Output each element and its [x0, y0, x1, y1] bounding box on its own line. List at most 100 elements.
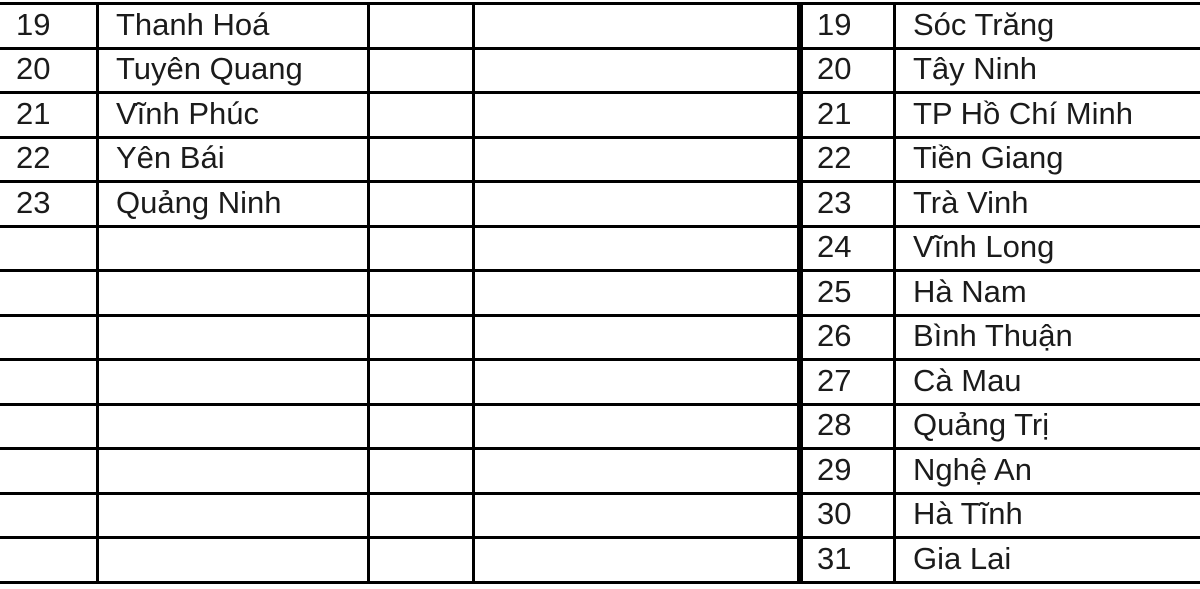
empty-cell	[367, 491, 475, 539]
table-row: 29 Nghệ An	[797, 447, 1200, 495]
row-number-cell: 22	[0, 135, 99, 183]
empty-cell	[472, 313, 803, 361]
empty-cell	[367, 180, 475, 228]
empty-cell	[472, 269, 803, 317]
province-name-cell: Nghệ An	[893, 447, 1200, 495]
province-name-cell: Bình Thuận	[893, 313, 1200, 361]
empty-cell	[367, 536, 475, 584]
row-number-cell: 20	[0, 46, 99, 94]
row-number-cell	[0, 402, 99, 450]
row-number-cell: 26	[797, 313, 896, 361]
table-row: 27 Cà Mau	[797, 358, 1200, 406]
province-name-cell	[96, 269, 370, 317]
table-row	[0, 358, 803, 406]
row-number-cell: 20	[797, 46, 896, 94]
province-name-cell: Vĩnh Phúc	[96, 91, 370, 139]
empty-cell	[367, 358, 475, 406]
empty-cell	[367, 2, 475, 50]
province-name-cell	[96, 447, 370, 495]
row-number-cell: 19	[797, 2, 896, 50]
row-number-cell: 29	[797, 447, 896, 495]
row-number-cell: 22	[797, 135, 896, 183]
province-name-cell: Trà Vinh	[893, 180, 1200, 228]
table-row: 19 Sóc Trăng	[797, 2, 1200, 50]
table-row: 21 Vĩnh Phúc	[0, 91, 803, 139]
table-row	[0, 313, 803, 361]
table-row: 23 Quảng Ninh	[0, 180, 803, 228]
empty-cell	[367, 402, 475, 450]
table-row	[0, 536, 803, 584]
empty-cell	[472, 135, 803, 183]
table-row: 31 Gia Lai	[797, 536, 1200, 584]
province-name-cell	[96, 491, 370, 539]
table-row: 30 Hà Tĩnh	[797, 491, 1200, 539]
row-number-cell	[0, 447, 99, 495]
table-row	[0, 491, 803, 539]
left-province-table: 19 Thanh Hoá 20 Tuyên Quang 21 Vĩnh Phúc…	[0, 2, 803, 584]
province-name-cell: Sóc Trăng	[893, 2, 1200, 50]
table-row: 22 Tiền Giang	[797, 135, 1200, 183]
row-number-cell	[0, 224, 99, 272]
empty-cell	[472, 358, 803, 406]
province-name-cell	[96, 313, 370, 361]
province-name-cell: Tiền Giang	[893, 135, 1200, 183]
row-number-cell	[0, 313, 99, 361]
province-name-cell	[96, 536, 370, 584]
table-row: 21 TP Hồ Chí Minh	[797, 91, 1200, 139]
province-name-cell	[96, 358, 370, 406]
row-number-cell: 21	[0, 91, 99, 139]
empty-cell	[367, 313, 475, 361]
province-name-cell: Tây Ninh	[893, 46, 1200, 94]
empty-cell	[472, 536, 803, 584]
empty-cell	[472, 91, 803, 139]
row-number-cell	[0, 358, 99, 406]
row-number-cell: 23	[797, 180, 896, 228]
empty-cell	[472, 447, 803, 495]
province-name-cell: Tuyên Quang	[96, 46, 370, 94]
empty-cell	[367, 91, 475, 139]
province-name-cell: TP Hồ Chí Minh	[893, 91, 1200, 139]
empty-cell	[472, 224, 803, 272]
empty-cell	[367, 46, 475, 94]
empty-cell	[472, 491, 803, 539]
row-number-cell: 30	[797, 491, 896, 539]
table-row: 20 Tuyên Quang	[0, 46, 803, 94]
table-row	[0, 402, 803, 450]
empty-cell	[367, 447, 475, 495]
province-name-cell	[96, 402, 370, 450]
row-number-cell	[0, 269, 99, 317]
province-name-cell: Cà Mau	[893, 358, 1200, 406]
row-number-cell: 21	[797, 91, 896, 139]
province-name-cell: Quảng Ninh	[96, 180, 370, 228]
table-row: 23 Trà Vinh	[797, 180, 1200, 228]
row-number-cell: 27	[797, 358, 896, 406]
table-row: 28 Quảng Trị	[797, 402, 1200, 450]
row-number-cell: 31	[797, 536, 896, 584]
row-number-cell	[0, 491, 99, 539]
province-name-cell: Hà Tĩnh	[893, 491, 1200, 539]
empty-cell	[367, 224, 475, 272]
table-row: 26 Bình Thuận	[797, 313, 1200, 361]
row-number-cell: 23	[0, 180, 99, 228]
province-name-cell: Quảng Trị	[893, 402, 1200, 450]
row-number-cell	[0, 536, 99, 584]
empty-cell	[367, 135, 475, 183]
empty-cell	[472, 2, 803, 50]
empty-cell	[472, 46, 803, 94]
table-row: 20 Tây Ninh	[797, 46, 1200, 94]
table-row	[0, 447, 803, 495]
province-name-cell: Gia Lai	[893, 536, 1200, 584]
province-name-cell: Yên Bái	[96, 135, 370, 183]
table-row: 19 Thanh Hoá	[0, 2, 803, 50]
table-row	[0, 224, 803, 272]
table-row: 25 Hà Nam	[797, 269, 1200, 317]
row-number-cell: 25	[797, 269, 896, 317]
row-number-cell: 28	[797, 402, 896, 450]
empty-cell	[367, 269, 475, 317]
province-name-cell: Hà Nam	[893, 269, 1200, 317]
table-row: 22 Yên Bái	[0, 135, 803, 183]
province-name-cell	[96, 224, 370, 272]
empty-cell	[472, 180, 803, 228]
province-name-cell: Thanh Hoá	[96, 2, 370, 50]
